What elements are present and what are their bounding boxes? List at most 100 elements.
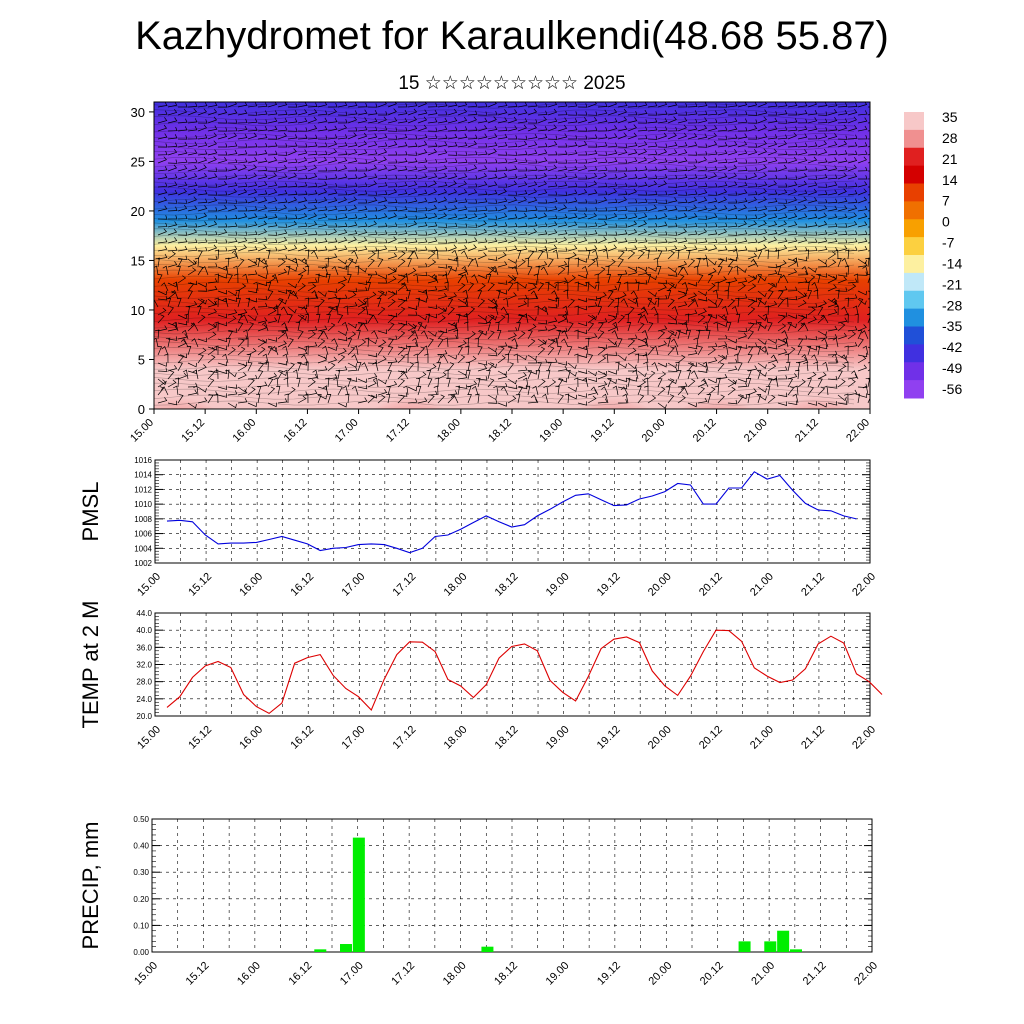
colorbar-label-11: -42: [942, 339, 962, 355]
layer-temp-ytick-label-4: 36.0: [136, 643, 152, 652]
layer-temp-ytick-label-3: 32.0: [136, 661, 152, 670]
heatmap-xtick-label-1: 15.12: [179, 417, 207, 445]
precip-bar-5: [764, 941, 777, 952]
layer-pmsl-ytick-label-0: 1002: [134, 559, 152, 568]
layer-precip-xtick-label-0: 15.00: [132, 960, 160, 988]
layer-precip-ytick-label-2: 0.20: [133, 895, 149, 904]
layer-pmsl-xtick-label-11: 20.12: [697, 571, 725, 599]
colorbar-label-12: -49: [942, 360, 962, 376]
colorbar-label-3: 14: [942, 172, 958, 188]
chart-subtitle: 15 ☆☆☆☆☆☆☆☆☆ 2025: [398, 73, 626, 94]
layer-pmsl-xtick-label-12: 21.00: [748, 571, 776, 599]
colorbar-swatch-4: [904, 183, 924, 202]
layer-temp-xtick-label-12: 21.00: [748, 724, 776, 752]
wind-barbs: [154, 102, 870, 409]
layer-precip-xtick-label-5: 17.12: [389, 960, 417, 988]
heatmap-xtick-label-7: 18.12: [486, 417, 514, 445]
precip-bar-0: [314, 949, 327, 952]
colorbar-label-10: -35: [942, 318, 962, 334]
layer-pmsl-ytick-label-2: 1006: [134, 530, 152, 539]
colorbar-label-2: 21: [942, 151, 958, 167]
heatmap-xtick-label-14: 22.00: [844, 417, 872, 445]
layer-temp-xtick-label-10: 20.00: [646, 724, 674, 752]
layer-precip-xtick-label-12: 21.00: [749, 960, 777, 988]
layer-temp-xtick-label-9: 19.12: [595, 724, 623, 752]
colorbar-label-9: -28: [942, 297, 962, 313]
colorbar-swatch-13: [904, 344, 924, 363]
layer-temp-xtick-label-3: 16.12: [288, 724, 316, 752]
layer-precip-ylabel: PRECIP, mm: [78, 822, 103, 950]
colorbar-label-8: -21: [942, 276, 962, 292]
layer-precip-xtick-label-10: 20.00: [646, 960, 674, 988]
colorbar-label-4: 7: [942, 193, 950, 209]
layer-pmsl-ytick-label-3: 1008: [134, 515, 152, 524]
layer-temp-xtick-label-2: 16.00: [237, 724, 265, 752]
layer-temp-ylabel: TEMP at 2 M: [78, 601, 103, 729]
layer-pmsl-ytick-label-5: 1012: [134, 485, 152, 494]
layer-precip-xtick-label-7: 18.12: [492, 960, 520, 988]
heatmap-xtick-label-8: 19.00: [537, 417, 565, 445]
heatmap-ytick-label-6: 30: [131, 105, 145, 120]
heatmap-xtick-label-9: 19.12: [588, 417, 616, 445]
heatmap-xtick-label-0: 15.00: [128, 417, 156, 445]
colorbar-swatch-11: [904, 308, 924, 327]
heatmap-xtick-label-4: 17.00: [333, 417, 361, 445]
layer-pmsl-ytick-label-1: 1004: [134, 544, 152, 553]
layer-precip-xtick-label-4: 17.00: [338, 960, 366, 988]
precip-bar-3: [481, 946, 494, 952]
layer-temp-xtick-label-8: 19.00: [544, 724, 572, 752]
colorbar: 35 28 21 14 7 0 -7 -14 -21 -28 -35 -42 -49 -56: [904, 109, 962, 399]
layer-pmsl-xtick-label-0: 15.00: [135, 571, 163, 599]
warm-peak-4: [763, 349, 870, 409]
layer-pmsl-ytick-label-4: 1010: [134, 500, 152, 509]
layer-pmsl-xtick-label-4: 17.00: [339, 571, 367, 599]
layer-precip-xtick-label-8: 19.00: [544, 960, 572, 988]
colorbar-swatch-0: [904, 112, 924, 131]
colorbar-swatch-14: [904, 362, 924, 381]
colorbar-swatch-10: [904, 290, 924, 310]
colorbar-label-5: 0: [942, 214, 950, 230]
heatmap-ytick-label-0: 0: [138, 402, 145, 417]
layer-temp-xtick-label-11: 20.12: [697, 724, 725, 752]
colorbar-label-7: -14: [942, 255, 962, 271]
heatmap-ytick-label-1: 5: [138, 352, 145, 367]
colorbar-swatch-15: [904, 380, 924, 399]
heatmap-xtick-label-11: 20.12: [691, 417, 719, 445]
layer-temp-xtick-label-14: 22.00: [850, 724, 878, 752]
colorbar-swatch-3: [904, 165, 924, 184]
layer-pmsl-xtick-label-5: 17.12: [391, 571, 419, 599]
colorbar-swatch-5: [904, 201, 924, 220]
layer-temp-xtick-label-7: 18.12: [493, 724, 521, 752]
layer-precip-xtick-label-3: 16.12: [286, 960, 314, 988]
warm-peak-0: [154, 349, 235, 409]
colorbar-swatch-6: [904, 219, 924, 238]
layer-precip-ytick-label-3: 0.30: [133, 868, 149, 877]
layer-temp-ytick-label-1: 24.0: [136, 695, 152, 704]
colorbar-label-6: -7: [942, 235, 955, 251]
colorbar-swatch-9: [904, 272, 924, 292]
heatmap-xtick-label-3: 16.12: [282, 417, 310, 445]
heatmap-ytick-label-2: 10: [131, 303, 145, 318]
layer-pmsl-xtick-label-9: 19.12: [595, 571, 623, 599]
layer-pmsl-xtick-label-1: 15.12: [186, 571, 214, 599]
colorbar-swatch-1: [904, 129, 924, 149]
layer-temp-ytick-label-6: 44.0: [136, 609, 152, 618]
layer-precip-xtick-label-11: 20.12: [698, 960, 726, 988]
layer-temp-xtick-label-1: 15.12: [186, 724, 214, 752]
precip-bar-2: [352, 837, 365, 952]
layer-temp-xtick-label-13: 21.12: [799, 724, 827, 752]
layer-pmsl-xtick-label-6: 18.00: [442, 571, 470, 599]
heatmap-ytick-label-4: 20: [131, 204, 145, 219]
heatmap-xtick-label-5: 17.12: [384, 417, 412, 445]
layer-pmsl-xtick-label-14: 22.00: [850, 571, 878, 599]
heatmap-field: [154, 102, 870, 409]
chart-title: Kazhydromet for Karaulkendi(48.68 55.87): [135, 14, 889, 58]
precip-bar-6: [777, 930, 790, 952]
heatmap-ytick-label-3: 15: [131, 253, 145, 268]
layer-precip-xtick-label-13: 21.12: [801, 960, 829, 988]
layer-precip-xtick-label-14: 22.00: [852, 960, 880, 988]
layer-temp-ytick-label-2: 28.0: [136, 678, 152, 687]
layer-pmsl-ytick-label-6: 1014: [134, 471, 152, 480]
layer-temp-xtick-label-0: 15.00: [135, 724, 163, 752]
layer-precip-ytick-label-5: 0.50: [133, 815, 149, 824]
